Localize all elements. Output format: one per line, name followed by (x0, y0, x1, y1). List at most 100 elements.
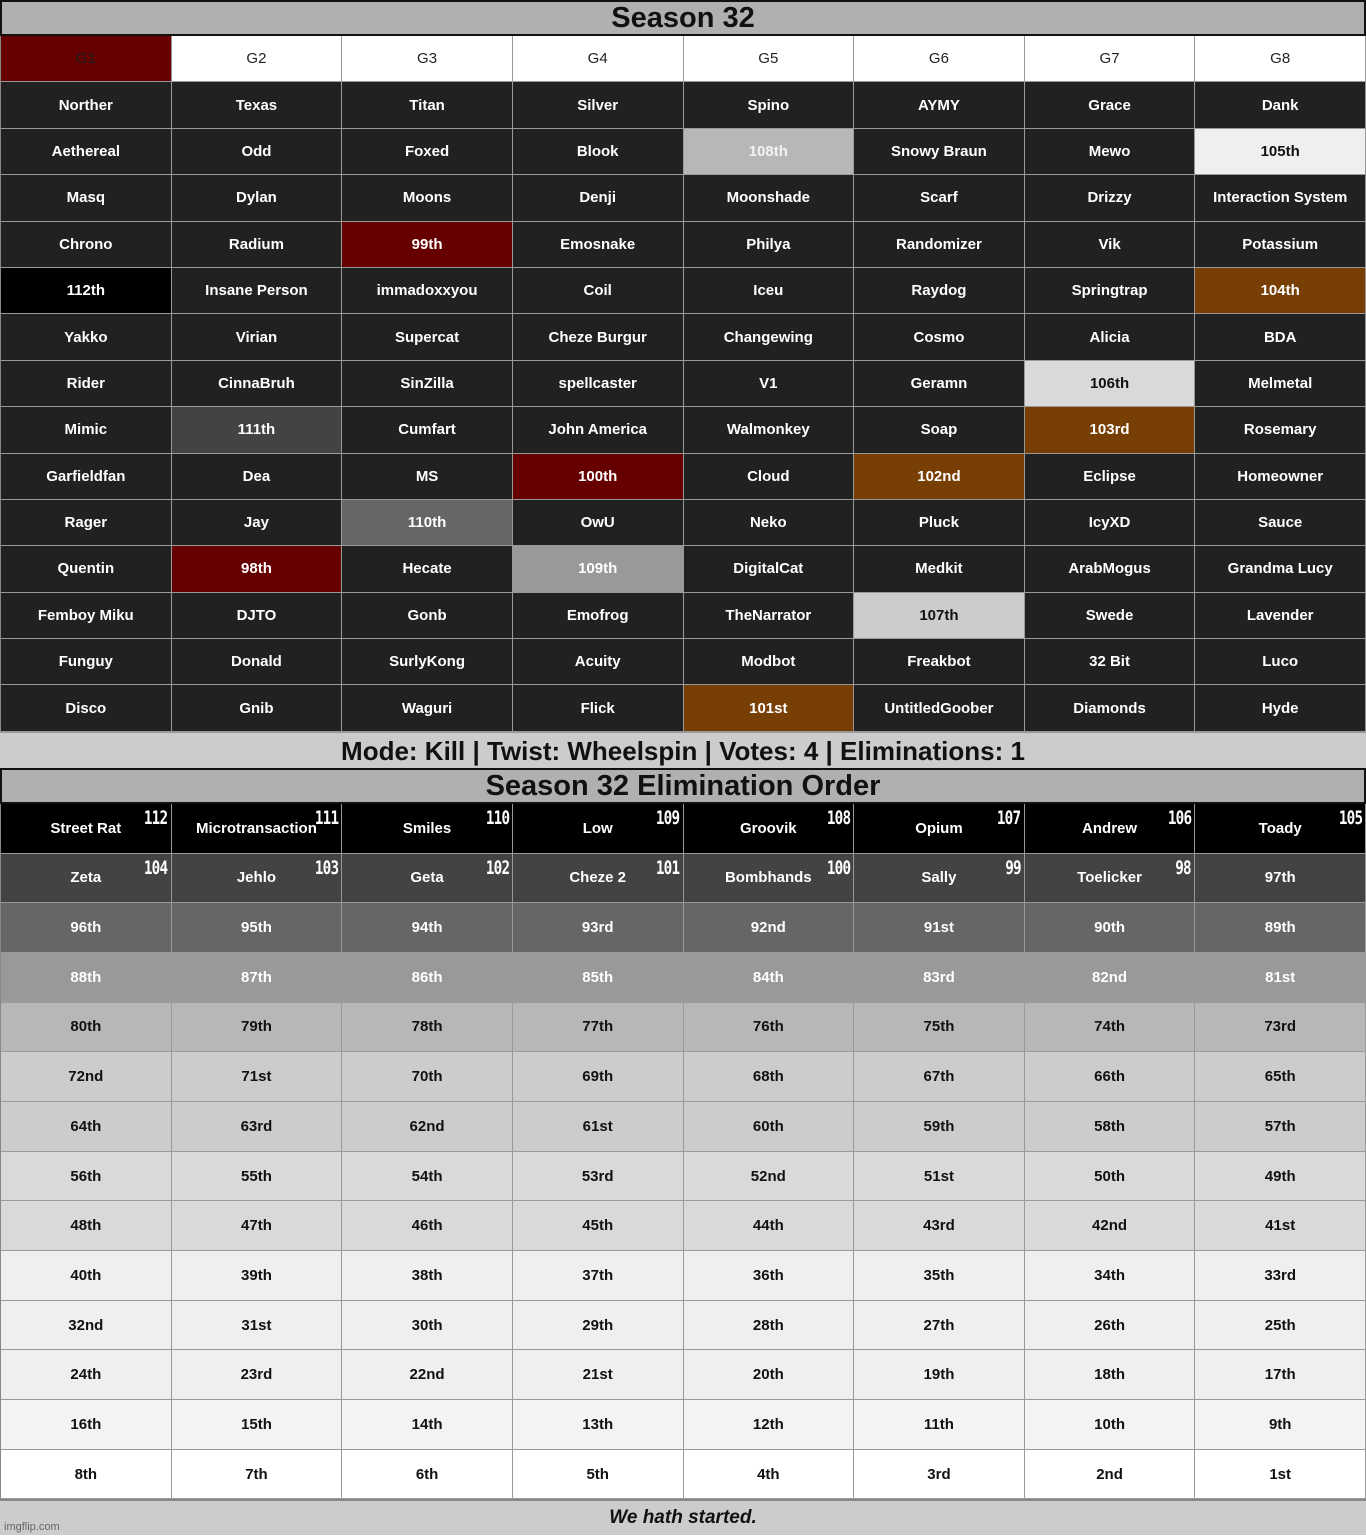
eliminated-name: Sally (921, 869, 957, 887)
elimination-cell: 20th (683, 1350, 855, 1401)
eliminated-name: 19th (923, 1366, 955, 1384)
elimination-cell: 37th (512, 1251, 684, 1301)
elimination-cell: 47th (171, 1201, 343, 1252)
contestant-cell: Sauce (1195, 499, 1366, 547)
elimination-cell: 85th (512, 952, 684, 1003)
contestant-cell: Donald (171, 639, 343, 686)
contestant-cell: spellcaster (512, 360, 684, 408)
contestant-cell: Insane Person (171, 267, 343, 315)
contestant-cell: Femboy Miku (1, 592, 172, 640)
elimination-cell: 60th (683, 1101, 855, 1152)
contestant-cell: Moons (342, 175, 513, 222)
elimination-cell: 12th (683, 1400, 855, 1450)
elimination-cell: 89th (1195, 903, 1366, 953)
elimination-cell: 48th (1, 1201, 172, 1252)
contestant-cell: Alicia (1024, 314, 1196, 361)
elimination-cell: 76th (683, 1002, 855, 1053)
group-header-2: G2 (171, 36, 343, 83)
eliminated-name: 72nd (68, 1068, 104, 1086)
eliminated-name: 52nd (750, 1167, 786, 1185)
elimination-cell: 77th (512, 1002, 684, 1053)
group-header-1: G1 (1, 36, 172, 83)
elimination-cell: 14th (342, 1400, 513, 1450)
elimination-cell: Smiles 110 (342, 803, 513, 854)
elimination-cell: 94th (342, 903, 513, 953)
eliminated-name: 12th (752, 1415, 784, 1433)
contestant-cell: Flick (512, 685, 684, 732)
placement-number: 110 (485, 806, 509, 829)
contestant-cell: IcyXD (1024, 499, 1196, 547)
contestant-cell: Waguri (342, 685, 513, 732)
elimination-cell: 38th (342, 1251, 513, 1301)
elimination-cell: 86th (342, 952, 513, 1003)
elimination-cell: 3rd (854, 1449, 1025, 1500)
elimination-cell: 13th (512, 1400, 684, 1450)
eliminated-name: 9th (1268, 1415, 1292, 1433)
elimination-cell: 17th (1195, 1350, 1366, 1401)
contestant-cell: 111th (171, 407, 343, 454)
eliminated-name: 30th (411, 1316, 443, 1334)
contestant-cell: Cloud (683, 453, 855, 500)
contestant-cell: OwU (512, 499, 684, 547)
eliminated-name: 60th (752, 1117, 784, 1135)
elimination-cell: 97th (1195, 853, 1366, 904)
elimination-cell: 11th (854, 1400, 1025, 1450)
contestant-cell: Supercat (342, 314, 513, 361)
eliminated-name: 39th (241, 1266, 272, 1284)
contestant-cell: Freakbot (854, 639, 1025, 686)
eliminated-name: 28th (752, 1316, 784, 1334)
contestant-cell: MS (342, 453, 513, 500)
elimination-cell: 55th (171, 1151, 343, 1202)
eliminated-name: 66th (1094, 1068, 1125, 1086)
elimination-cell: 49th (1195, 1151, 1366, 1202)
eliminated-name: Geta (410, 869, 444, 887)
eliminated-name: 27th (923, 1316, 955, 1334)
contestant-cell: Yakko (1, 314, 172, 361)
group-header-8: G8 (1195, 36, 1366, 83)
elimination-cell: 78th (342, 1002, 513, 1053)
elimination-grid: Street Rat 112 Microtransaction 111 Smiles 11… (0, 803, 1366, 1500)
eliminated-name: 54th (411, 1167, 443, 1185)
contestant-cell: 107th (854, 592, 1025, 640)
eliminated-name: 92nd (750, 919, 786, 937)
elimination-cell: 90th (1024, 903, 1196, 953)
contestant-cell: Quentin (1, 546, 172, 593)
elimination-cell: 23rd (171, 1350, 343, 1401)
elimination-cell: 88th (1, 952, 172, 1003)
contestant-cell: Drizzy (1024, 175, 1196, 222)
elimination-cell: 65th (1195, 1052, 1366, 1102)
contestant-cell: 104th (1195, 267, 1366, 315)
eliminated-name: 1st (1269, 1465, 1292, 1483)
eliminated-name: 93rd (581, 919, 614, 937)
contestant-cell: 32 Bit (1024, 639, 1196, 686)
eliminated-name: 67th (923, 1068, 955, 1086)
elimination-cell: 96th (1, 903, 172, 953)
eliminated-name: 74th (1094, 1018, 1125, 1036)
elimination-cell: 91st (854, 903, 1025, 953)
eliminated-name: 65th (1264, 1068, 1296, 1086)
elimination-cell: 46th (342, 1201, 513, 1252)
contestant-cell: Medkit (854, 546, 1025, 593)
elimination-cell: 27th (854, 1300, 1025, 1351)
contestant-cell: immadoxxyou (342, 267, 513, 315)
elimination-cell: 15th (171, 1400, 343, 1450)
contestant-cell: Eclipse (1024, 453, 1196, 500)
elimination-cell: 43rd (854, 1201, 1025, 1252)
elimination-cell: 71st (171, 1052, 343, 1102)
elimination-cell: 82nd (1024, 952, 1196, 1003)
eliminated-name: 21st (582, 1366, 613, 1384)
eliminated-name: 63rd (240, 1117, 273, 1135)
eliminated-name: 77th (582, 1018, 614, 1036)
eliminated-name: 18th (1094, 1366, 1125, 1384)
eliminated-name: 46th (411, 1217, 443, 1235)
eliminated-name: 26th (1094, 1316, 1125, 1334)
contestant-cell: Scarf (854, 175, 1025, 222)
eliminated-name: Microtransaction (196, 819, 317, 837)
contestant-cell: Soap (854, 407, 1025, 454)
elimination-cell: 50th (1024, 1151, 1196, 1202)
eliminated-name: 97th (1264, 869, 1296, 887)
contestant-cell: 102nd (854, 453, 1025, 500)
eliminated-name: 2nd (1096, 1465, 1123, 1483)
eliminated-name: Opium (915, 819, 963, 837)
contestant-cell: CinnaBruh (171, 360, 343, 408)
